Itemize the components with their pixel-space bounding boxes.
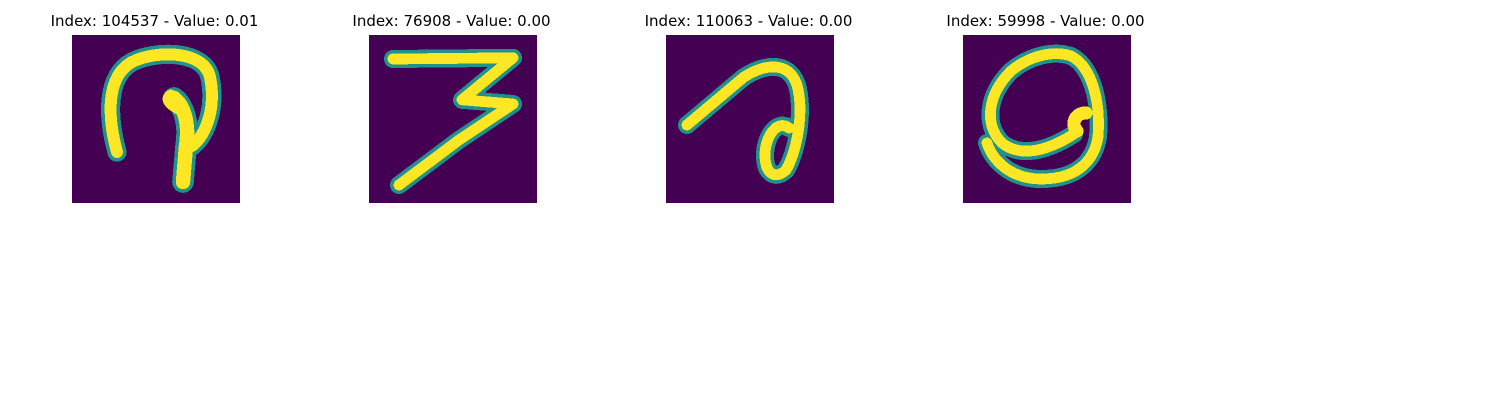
digit-image-3: [666, 35, 834, 203]
image-panel-4: Index: 59998 - Value: 0.00: [897, 0, 1194, 210]
image-panel-2: Index: 76908 - Value: 0.00: [303, 0, 600, 210]
panel-title-1: Index: 104537 - Value: 0.01: [50, 12, 259, 30]
image-panel-1: Index: 104537 - Value: 0.01: [6, 0, 303, 210]
digit-image-2: [369, 35, 537, 203]
digit-image-1: [72, 35, 240, 203]
panel-title-3: Index: 110063 - Value: 0.00: [644, 12, 853, 30]
panel-title-2: Index: 76908 - Value: 0.00: [352, 12, 551, 30]
digit-image-4: [963, 35, 1131, 203]
panel-title-4: Index: 59998 - Value: 0.00: [946, 12, 1145, 30]
image-panel-3: Index: 110063 - Value: 0.00: [600, 0, 897, 210]
